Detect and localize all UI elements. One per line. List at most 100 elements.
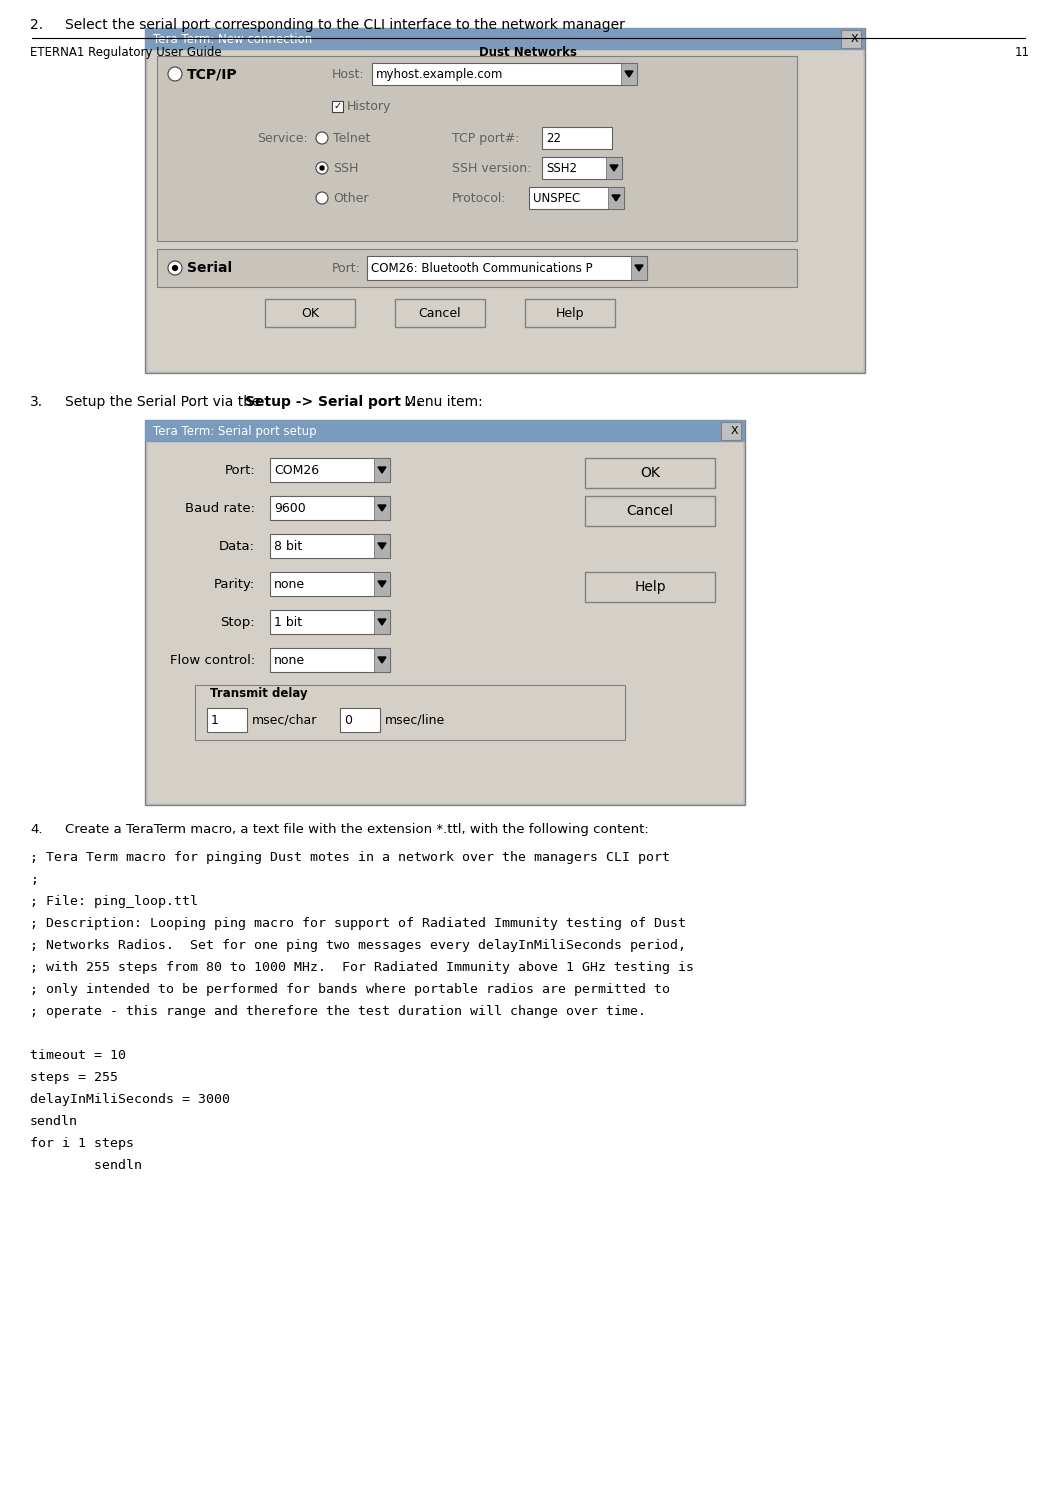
FancyBboxPatch shape (270, 610, 390, 634)
Text: Cancel: Cancel (627, 505, 673, 518)
Text: COM26: Bluetooth Communications P: COM26: Bluetooth Communications P (371, 262, 593, 274)
Text: msec/line: msec/line (385, 714, 445, 726)
Text: 0: 0 (344, 714, 352, 726)
FancyBboxPatch shape (270, 572, 390, 596)
Text: none: none (274, 654, 305, 667)
Circle shape (319, 166, 324, 170)
Text: 3.: 3. (30, 395, 43, 410)
Text: 1: 1 (211, 714, 219, 726)
Text: Service:: Service: (257, 131, 308, 145)
Circle shape (168, 66, 182, 81)
FancyBboxPatch shape (721, 422, 741, 440)
Text: Telnet: Telnet (333, 131, 370, 145)
FancyBboxPatch shape (374, 572, 390, 596)
FancyBboxPatch shape (270, 458, 390, 482)
Text: Host:: Host: (332, 68, 365, 80)
FancyBboxPatch shape (145, 420, 745, 806)
Polygon shape (378, 505, 386, 511)
FancyBboxPatch shape (622, 63, 637, 84)
Text: ; Description: Looping ping macro for support of Radiated Immunity testing of Du: ; Description: Looping ping macro for su… (30, 917, 686, 931)
FancyBboxPatch shape (194, 685, 625, 739)
Text: Stop:: Stop: (220, 616, 255, 628)
Text: Help: Help (634, 580, 666, 593)
Text: 1 bit: 1 bit (274, 616, 302, 628)
Text: Create a TeraTerm macro, a text file with the extension *.ttl, with the followin: Create a TeraTerm macro, a text file wit… (64, 822, 649, 836)
Polygon shape (378, 544, 386, 550)
Text: OK: OK (301, 307, 319, 319)
Text: Protocol:: Protocol: (452, 191, 506, 205)
FancyBboxPatch shape (374, 495, 390, 520)
FancyBboxPatch shape (374, 458, 390, 482)
Circle shape (316, 163, 328, 175)
Text: ; operate - this range and therefore the test duration will change over time.: ; operate - this range and therefore the… (30, 1005, 646, 1018)
FancyBboxPatch shape (585, 572, 715, 602)
Text: Port:: Port: (332, 262, 360, 274)
Circle shape (168, 261, 182, 276)
FancyBboxPatch shape (145, 29, 865, 50)
Text: ✓: ✓ (333, 101, 341, 111)
Text: OK: OK (641, 465, 660, 480)
Text: Flow control:: Flow control: (170, 654, 255, 667)
Text: SSH version:: SSH version: (452, 161, 532, 175)
Text: Setup the Serial Port via the: Setup the Serial Port via the (64, 395, 265, 410)
Text: steps = 255: steps = 255 (30, 1071, 118, 1084)
Polygon shape (378, 657, 386, 663)
FancyBboxPatch shape (585, 458, 715, 488)
Text: Port:: Port: (224, 464, 255, 476)
Text: X: X (851, 35, 858, 44)
Text: Serial: Serial (187, 261, 233, 276)
FancyBboxPatch shape (157, 248, 797, 288)
Text: History: History (347, 99, 391, 113)
FancyBboxPatch shape (145, 29, 865, 373)
Text: Help: Help (556, 307, 585, 319)
FancyBboxPatch shape (608, 187, 624, 209)
FancyBboxPatch shape (157, 56, 797, 241)
FancyBboxPatch shape (340, 708, 381, 732)
Text: ;: ; (30, 873, 38, 886)
FancyBboxPatch shape (528, 187, 624, 209)
Text: SSH: SSH (333, 161, 358, 175)
Text: TCP port#:: TCP port#: (452, 131, 519, 145)
FancyBboxPatch shape (374, 648, 390, 672)
FancyBboxPatch shape (207, 708, 247, 732)
Text: none: none (274, 577, 305, 590)
Text: COM26: COM26 (274, 464, 319, 476)
FancyBboxPatch shape (147, 50, 863, 370)
Text: X: X (731, 426, 739, 437)
Polygon shape (378, 581, 386, 587)
Text: sendln: sendln (30, 1160, 142, 1172)
Text: 2.: 2. (30, 18, 43, 32)
FancyBboxPatch shape (395, 300, 485, 327)
Text: Baud rate:: Baud rate: (185, 501, 255, 515)
FancyBboxPatch shape (606, 157, 622, 179)
FancyBboxPatch shape (374, 610, 390, 634)
Circle shape (172, 265, 179, 271)
Text: delayInMiliSeconds = 3000: delayInMiliSeconds = 3000 (30, 1093, 230, 1105)
Text: msec/char: msec/char (252, 714, 317, 726)
Text: 9600: 9600 (274, 501, 305, 515)
Polygon shape (378, 467, 386, 473)
Text: SSH2: SSH2 (546, 161, 577, 175)
Text: sendln: sendln (30, 1114, 78, 1128)
Text: Setup -> Serial port ...: Setup -> Serial port ... (245, 395, 422, 410)
FancyBboxPatch shape (525, 300, 615, 327)
Text: ; only intended to be performed for bands where portable radios are permitted to: ; only intended to be performed for band… (30, 983, 670, 995)
Text: Menu item:: Menu item: (400, 395, 483, 410)
Polygon shape (625, 71, 633, 77)
Text: 8 bit: 8 bit (274, 539, 302, 553)
Text: Parity:: Parity: (214, 577, 255, 590)
Text: for i 1 steps: for i 1 steps (30, 1137, 134, 1151)
Text: ; with 255 steps from 80 to 1000 MHz.  For Radiated Immunity above 1 GHz testing: ; with 255 steps from 80 to 1000 MHz. Fo… (30, 961, 694, 974)
Text: Select the serial port corresponding to the CLI interface to the network manager: Select the serial port corresponding to … (64, 18, 625, 32)
Polygon shape (378, 619, 386, 625)
Text: Transmit delay: Transmit delay (210, 687, 308, 700)
FancyBboxPatch shape (265, 300, 355, 327)
Text: TCP/IP: TCP/IP (187, 66, 238, 81)
FancyBboxPatch shape (147, 441, 743, 803)
Circle shape (316, 191, 328, 203)
FancyBboxPatch shape (631, 256, 647, 280)
Text: Tera Term: New connection: Tera Term: New connection (153, 33, 312, 45)
FancyBboxPatch shape (585, 495, 715, 526)
FancyBboxPatch shape (332, 101, 344, 111)
Text: ; Tera Term macro for pinging Dust motes in a network over the managers CLI port: ; Tera Term macro for pinging Dust motes… (30, 851, 670, 864)
